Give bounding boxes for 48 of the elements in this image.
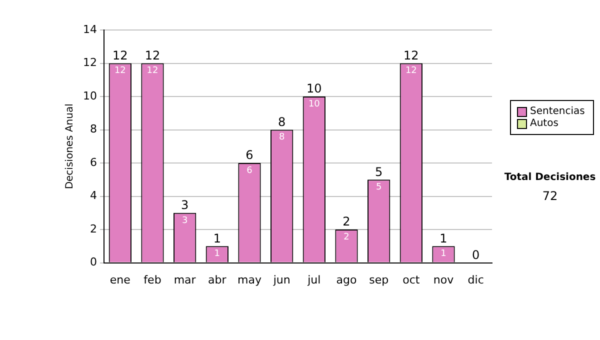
legend-label: Autos	[530, 118, 558, 129]
y-tick-label: 12	[82, 56, 97, 70]
data-label: 12	[405, 66, 417, 76]
total-label: 12	[144, 48, 160, 62]
y-tick-label: 8	[90, 122, 97, 136]
y-tick-label: 0	[90, 256, 97, 269]
y-tick-label: 2	[90, 222, 97, 236]
data-label: 12	[114, 66, 126, 76]
total-label: 12	[404, 48, 419, 62]
x-tick-label: abr	[208, 273, 227, 286]
data-label: 2	[344, 232, 350, 242]
y-tick-label: 6	[90, 156, 97, 169]
x-tick-label: mar	[174, 273, 196, 286]
total-label: 6	[246, 148, 254, 162]
total-label: 10	[306, 82, 322, 96]
x-tick-label: feb	[144, 273, 162, 286]
data-label: 8	[278, 132, 285, 143]
data-label: 1	[440, 249, 446, 260]
x-tick-label: ene	[110, 273, 131, 286]
total-label: 0	[472, 248, 480, 262]
x-tick-label: dic	[468, 273, 484, 286]
total-label: 12	[112, 48, 128, 62]
x-tick-label: jul	[306, 273, 321, 286]
x-tick-label: sep	[369, 273, 389, 286]
y-tick-label: 10	[82, 89, 97, 102]
y-axis-title: Decisiones Anual	[64, 104, 76, 190]
data-label: 10	[308, 99, 320, 110]
total-label: 8	[278, 114, 286, 129]
total-label: 1	[213, 231, 221, 246]
text: 72	[541, 189, 559, 203]
data-label: 6	[246, 166, 253, 176]
x-tick-label: oct	[402, 273, 420, 286]
data-label: 3	[182, 216, 188, 226]
data-label: 5	[376, 182, 382, 192]
total-label: 5	[375, 164, 383, 179]
total-label: 3	[181, 198, 189, 212]
data-label: 1	[214, 249, 220, 260]
total-label: 1	[440, 231, 448, 246]
x-tick-label: jun	[272, 273, 290, 286]
total-label: 2	[342, 214, 350, 229]
data-label: 12	[146, 66, 158, 76]
x-tick-label: may	[238, 273, 262, 286]
x-tick-label: ago	[336, 273, 357, 286]
x-tick-label: nov	[433, 273, 454, 286]
text: Total Decisiones	[503, 172, 597, 183]
legend-label: Sentencias	[530, 106, 585, 117]
y-tick-label: 4	[90, 189, 97, 202]
y-tick-label: 14	[82, 22, 97, 36]
